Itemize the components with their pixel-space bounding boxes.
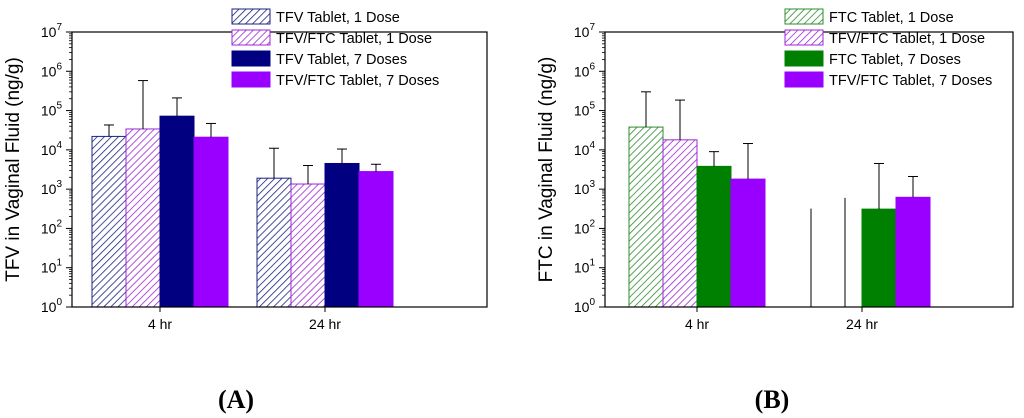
bar-1-4hr [628,126,664,308]
axes-frame [71,31,488,308]
y-tick-label: 102 [41,218,63,236]
bar-3-24hr [324,162,360,308]
x-tick-label: 4 hr [685,316,709,332]
panel-label: (B) [755,385,790,414]
y-tick-label: 100 [574,297,596,315]
bar-3-4hr [159,115,195,308]
legend-label: FTC Tablet, 7 Doses [829,52,961,68]
panel-label: (A) [218,385,254,414]
legend-swatch [231,8,271,25]
y-tick-label: 104 [41,140,63,158]
x-tick-label: 24 hr [846,316,878,332]
y-tick-label: 107 [574,22,596,40]
y-tick-label: 103 [41,179,63,197]
bar-1-24hr [256,177,292,308]
legend-swatch [784,8,824,25]
bar-2-4hr [125,128,161,308]
y-tick-label: 101 [574,258,596,276]
legend-swatch [784,71,824,88]
chart-panel-a: 100 101 102 103 104 105 106 107 4 hr 24 hr TFV in … [3,8,488,414]
legend-swatch [231,71,271,88]
y-axis-label: TFV in Vaginal Fluid (ng/g) [3,57,24,282]
x-tick-label: 4 hr [148,316,172,332]
legend-label: TFV Tablet, 7 Doses [276,52,407,68]
bar-3-24hr [861,208,897,308]
y-tick-label: 106 [574,61,596,79]
bar-4-4hr [730,178,766,308]
y-tick-label: 104 [574,140,596,158]
legend-swatch [231,29,271,46]
bar-2-24hr [290,183,326,308]
y-tick-label: 106 [41,61,63,79]
legend-swatch [231,50,271,67]
y-tick-label: 105 [574,101,596,119]
x-tick-label: 24 hr [309,316,341,332]
y-tick-label: 102 [574,218,596,236]
legend-label: TFV/FTC Tablet, 7 Doses [829,73,992,89]
y-tick-label: 100 [41,297,63,315]
bar-4-24hr [358,171,394,308]
y-tick-label: 101 [41,258,63,276]
legend-swatch [784,29,824,46]
legend-label: TFV/FTC Tablet, 7 Doses [276,73,439,89]
legend-swatch [784,50,824,67]
bar-4-4hr [193,136,229,308]
y-tick-label: 103 [574,179,596,197]
bar-4-24hr [895,196,931,308]
y-tick-label: 107 [41,22,63,40]
chart-panel-b: 100 101 102 103 104 105 106 107 4 hr 24 hr FTC in … [536,8,1014,414]
bar-1-4hr [91,135,127,308]
legend-label: FTC Tablet, 1 Dose [829,10,954,26]
y-tick-label: 105 [41,101,63,119]
bar-3-4hr [696,165,732,308]
legend-label: TFV/FTC Tablet, 1 Dose [829,31,985,47]
legend-label: TFV/FTC Tablet, 1 Dose [276,31,432,47]
bar-2-4hr [662,139,698,308]
y-axis-label: FTC in Vaginal Fluid (ng/g) [536,57,557,283]
legend-label: TFV Tablet, 1 Dose [276,10,400,26]
